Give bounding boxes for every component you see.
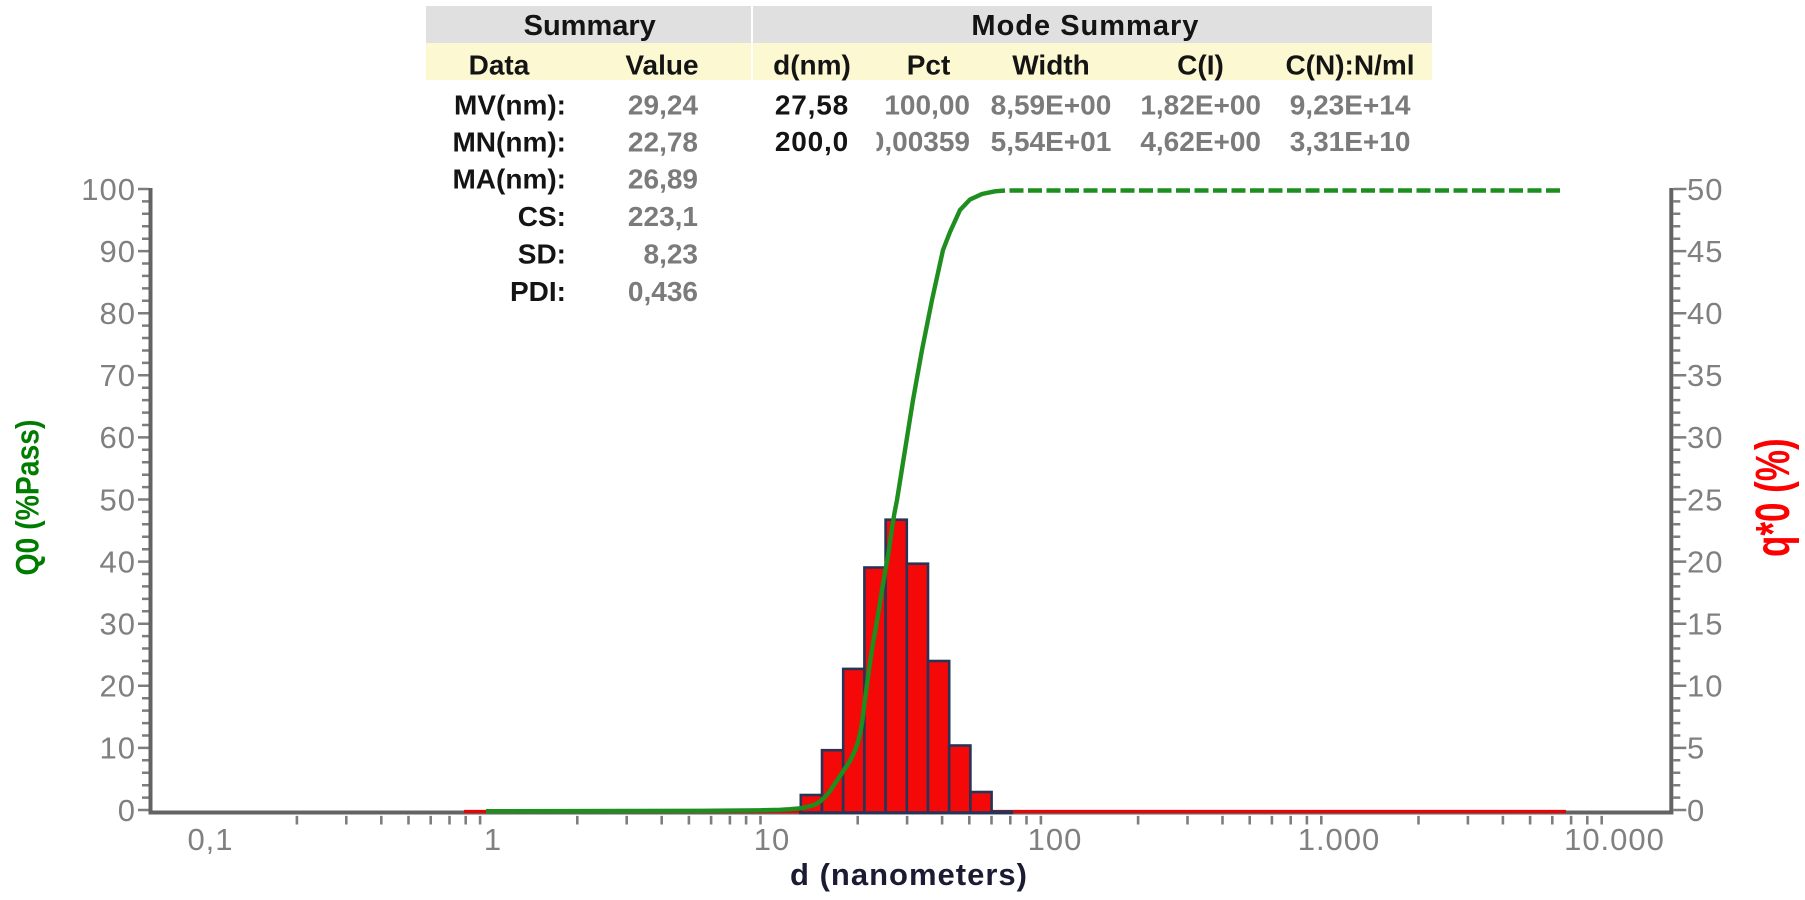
- svg-text:PDI:: PDI:: [510, 276, 566, 307]
- svg-text:C(N):N/ml: C(N):N/ml: [1285, 50, 1414, 81]
- svg-text:200,0: 200,0: [775, 126, 849, 157]
- svg-text:60: 60: [100, 420, 136, 455]
- svg-text:Q0 (%Pass): Q0 (%Pass): [10, 420, 46, 576]
- svg-text:0: 0: [1687, 793, 1705, 828]
- svg-text:Pct: Pct: [907, 50, 951, 81]
- svg-text:100: 100: [1028, 822, 1083, 857]
- svg-text:MV(nm):: MV(nm):: [454, 90, 566, 121]
- svg-text:40: 40: [100, 544, 136, 579]
- svg-text:SD:: SD:: [518, 239, 566, 270]
- svg-text:70: 70: [100, 358, 136, 393]
- svg-text:0: 0: [118, 793, 136, 828]
- svg-text:Summary: Summary: [524, 10, 656, 42]
- svg-text:Width: Width: [1012, 50, 1090, 81]
- svg-text:1: 1: [484, 822, 502, 857]
- svg-text:100,00: 100,00: [884, 90, 970, 121]
- svg-text:90: 90: [100, 234, 136, 269]
- svg-text:10.000: 10.000: [1564, 822, 1665, 857]
- svg-text:223,1: 223,1: [628, 201, 698, 232]
- svg-text:Value: Value: [625, 50, 698, 81]
- svg-text:8,59E+00: 8,59E+00: [991, 90, 1112, 121]
- svg-text:30: 30: [100, 607, 136, 642]
- svg-text:d (nanometers): d (nanometers): [790, 857, 1028, 892]
- svg-text:40: 40: [1687, 296, 1723, 331]
- svg-text:5,54E+01: 5,54E+01: [991, 126, 1112, 157]
- svg-text:d(nm): d(nm): [773, 50, 851, 81]
- svg-text:Mode Summary: Mode Summary: [971, 10, 1199, 42]
- svg-text:10: 10: [1687, 669, 1723, 704]
- svg-text:1.000: 1.000: [1298, 822, 1381, 857]
- svg-text:CS:: CS:: [518, 201, 566, 232]
- svg-text:0,1: 0,1: [187, 822, 233, 857]
- svg-text:26,89: 26,89: [628, 164, 698, 195]
- svg-text:0,436: 0,436: [628, 276, 698, 307]
- svg-text:15: 15: [1687, 607, 1723, 642]
- svg-text:C(I): C(I): [1177, 50, 1224, 81]
- svg-text:27,58: 27,58: [775, 90, 849, 121]
- svg-text:10: 10: [100, 731, 136, 766]
- svg-text:50: 50: [1687, 172, 1723, 207]
- svg-text:8,23: 8,23: [644, 239, 699, 270]
- svg-text:25: 25: [1687, 482, 1723, 517]
- svg-text:10: 10: [754, 822, 790, 857]
- svg-text:20: 20: [1687, 544, 1723, 579]
- svg-text:3,31E+10: 3,31E+10: [1290, 126, 1411, 157]
- svg-text:80: 80: [100, 296, 136, 331]
- svg-text:4,62E+00: 4,62E+00: [1140, 126, 1261, 157]
- svg-text:MA(nm):: MA(nm):: [452, 164, 566, 195]
- svg-text:0,00359: 0,00359: [869, 126, 970, 157]
- svg-text:9,23E+14: 9,23E+14: [1290, 90, 1411, 121]
- svg-text:100: 100: [81, 172, 136, 207]
- svg-text:q*0 (%): q*0 (%): [1746, 438, 1800, 557]
- svg-text:1,82E+00: 1,82E+00: [1140, 90, 1261, 121]
- svg-text:45: 45: [1687, 234, 1723, 269]
- svg-text:MN(nm):: MN(nm):: [452, 127, 566, 158]
- svg-text:30: 30: [1687, 420, 1723, 455]
- svg-text:Data: Data: [469, 50, 530, 81]
- svg-text:5: 5: [1687, 731, 1705, 766]
- svg-text:29,24: 29,24: [628, 90, 698, 121]
- svg-text:35: 35: [1687, 358, 1723, 393]
- svg-text:50: 50: [100, 482, 136, 517]
- svg-text:20: 20: [100, 669, 136, 704]
- svg-text:22,78: 22,78: [628, 127, 698, 158]
